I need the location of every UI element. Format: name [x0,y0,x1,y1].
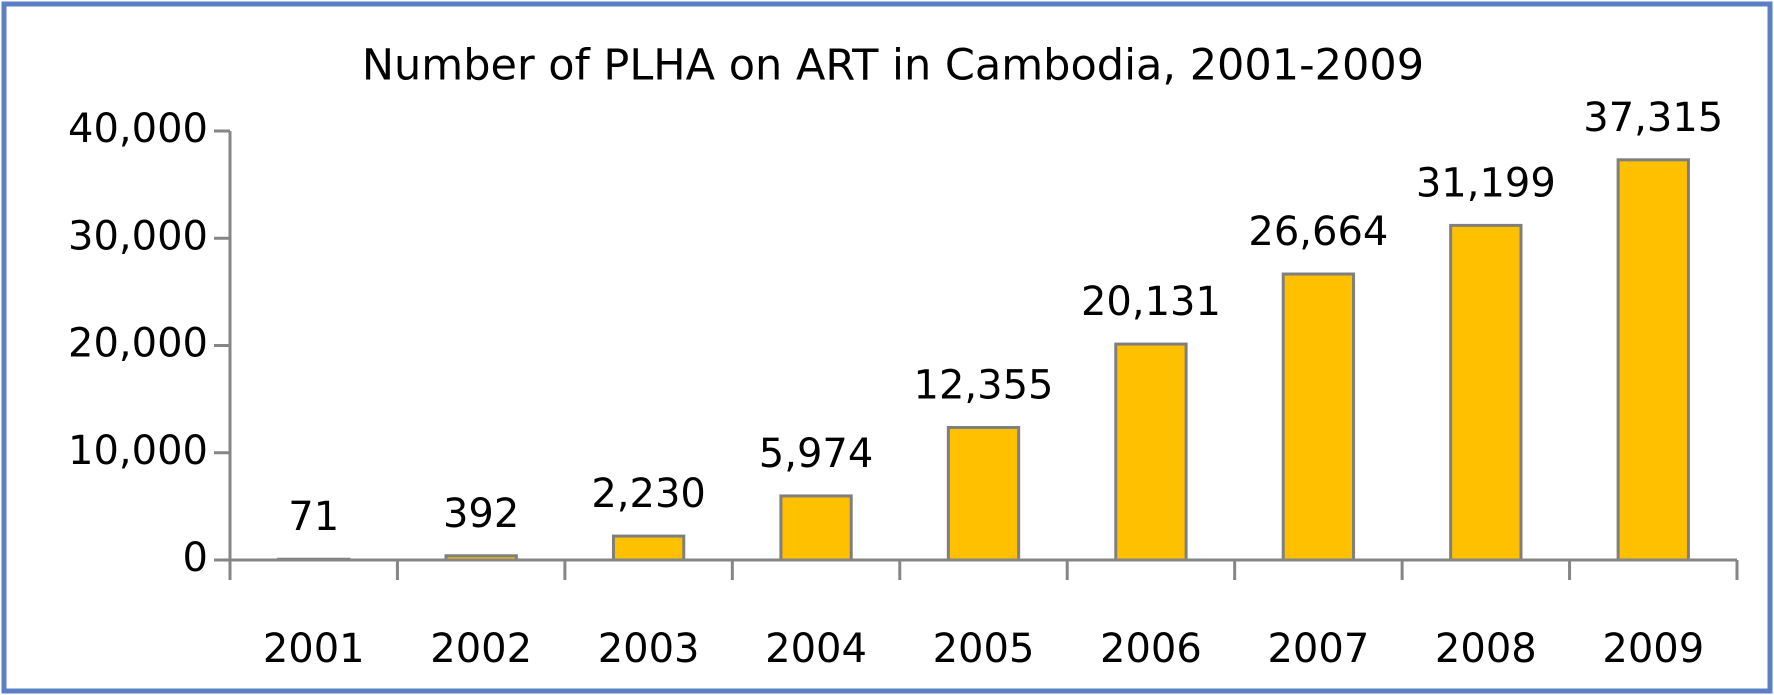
y-tick-label: 0 [183,535,208,581]
bar [946,425,1021,562]
y-tick-label: 40,000 [68,106,208,152]
bar [1616,158,1690,562]
y-tick-label: 10,000 [68,428,208,474]
bar [779,494,853,562]
data-label: 5,974 [759,431,874,477]
bar [1449,223,1523,562]
x-tick-label: 2007 [1267,626,1369,672]
bar [1281,272,1356,562]
x-tick-label: 2008 [1435,626,1537,672]
y-tick-label: 30,000 [68,213,208,259]
bar [1114,342,1188,562]
x-tick-label: 2006 [1100,626,1202,672]
bar [611,534,686,562]
data-label: 12,355 [914,362,1054,408]
x-tick-label: 2009 [1602,626,1704,672]
x-tick-label: 2001 [263,626,365,672]
data-label: 71 [288,494,339,540]
data-label: 392 [443,491,519,537]
data-label: 2,230 [591,471,706,517]
data-label: 20,131 [1081,279,1221,325]
x-tick-label: 2004 [765,626,867,672]
data-label: 31,199 [1416,160,1556,206]
x-tick-label: 2005 [933,626,1035,672]
chart-title: Number of PLHA on ART in Cambodia, 2001-… [362,41,1424,91]
data-label: 37,315 [1583,95,1723,141]
x-tick-label: 2003 [598,626,700,672]
x-tick-label: 2002 [430,626,532,672]
data-label: 26,664 [1248,209,1388,255]
y-tick-label: 20,000 [68,321,208,367]
